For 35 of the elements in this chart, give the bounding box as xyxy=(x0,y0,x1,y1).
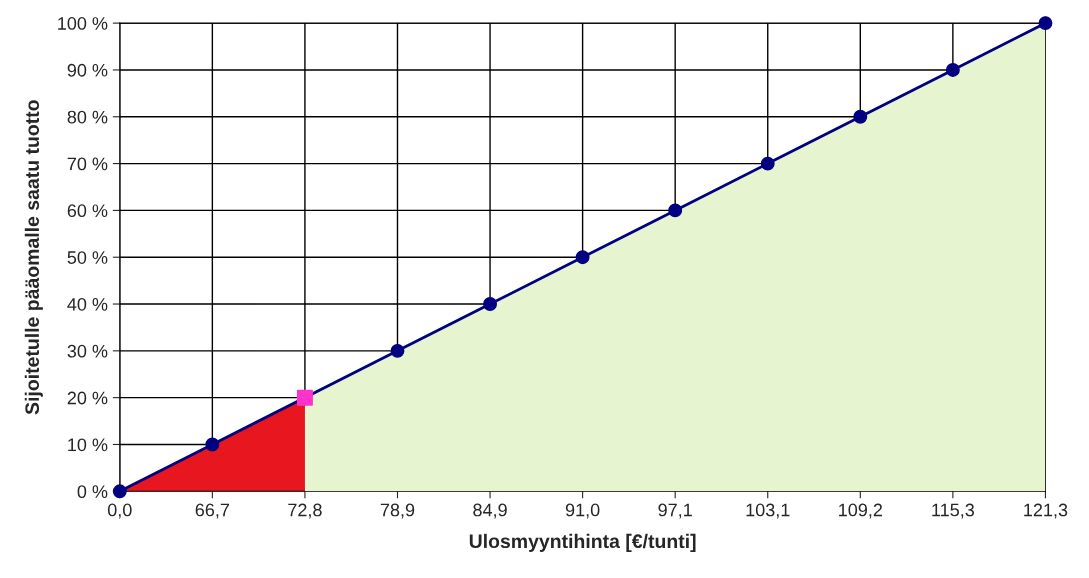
point xyxy=(1038,16,1053,31)
x-axis-title: Ulosmyyntihinta [€/tunti] xyxy=(469,533,696,552)
x-tick-label: 109,2 xyxy=(839,503,882,519)
point xyxy=(668,203,683,218)
y-tick-label: 40 % xyxy=(67,297,108,311)
point xyxy=(483,297,497,311)
point xyxy=(760,156,775,171)
point xyxy=(575,250,590,265)
y-tick-label: 100 % xyxy=(58,17,108,30)
x-tick-label: 66,7 xyxy=(195,503,230,519)
x-tick-label: 103,1 xyxy=(746,503,790,519)
point xyxy=(296,389,313,406)
x-tick-label: 97,1 xyxy=(658,503,692,519)
y-tick-label: 60 % xyxy=(67,204,108,218)
point xyxy=(945,62,960,77)
y-tick-label: 20 % xyxy=(67,391,108,405)
point xyxy=(112,484,127,499)
y-tick-label: 70 % xyxy=(67,157,108,171)
y-tick-label: 30 % xyxy=(67,344,108,358)
x-tick-label: 121,3 xyxy=(1024,503,1068,519)
point xyxy=(390,343,405,358)
y-tick-label: 80 % xyxy=(67,110,108,124)
y-tick-label: 90 % xyxy=(67,63,108,77)
x-tick-label: 84,9 xyxy=(473,503,507,519)
point xyxy=(205,437,220,452)
x-tick-label: 78,9 xyxy=(380,503,415,519)
x-tick-label: 72,8 xyxy=(288,503,322,519)
point xyxy=(853,109,868,124)
x-tick-label: 0,0 xyxy=(107,503,132,519)
x-tick-label: 91,0 xyxy=(565,503,600,519)
y-axis-title: Sijoitetulle pääomalle saatu tuotto xyxy=(24,100,43,415)
y-tick-label: 50 % xyxy=(67,251,108,264)
x-tick-label: 115,3 xyxy=(932,503,975,519)
y-tick-label: 0 % xyxy=(77,485,108,499)
y-tick-label: 10 % xyxy=(68,438,108,452)
